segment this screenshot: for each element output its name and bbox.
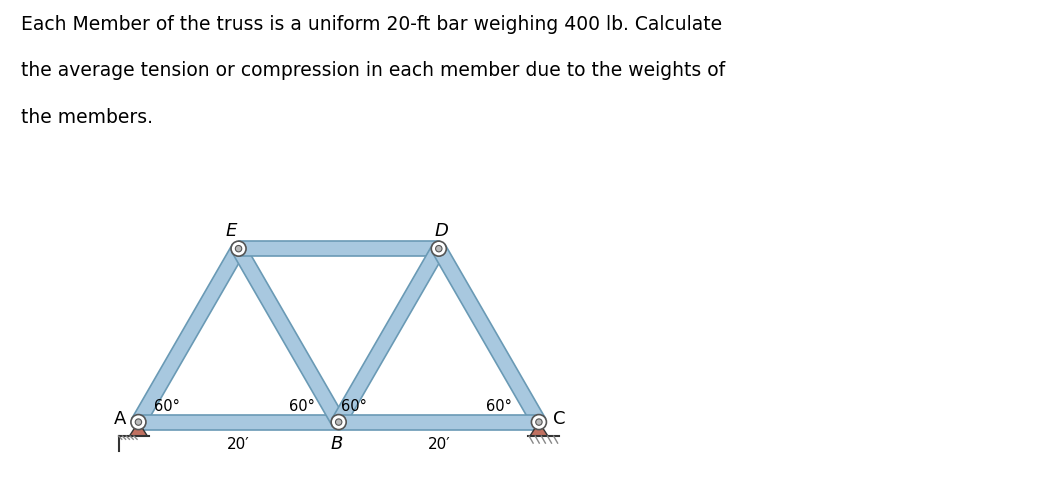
- Polygon shape: [132, 245, 245, 426]
- Circle shape: [331, 415, 346, 430]
- Circle shape: [235, 246, 242, 252]
- Text: D: D: [435, 222, 448, 240]
- Polygon shape: [232, 245, 345, 426]
- Text: 60°: 60°: [154, 399, 179, 414]
- Text: 60°: 60°: [341, 399, 367, 414]
- Circle shape: [131, 415, 146, 430]
- Circle shape: [532, 415, 546, 430]
- Polygon shape: [238, 241, 439, 256]
- Circle shape: [135, 419, 141, 425]
- Text: the members.: the members.: [21, 108, 153, 127]
- Circle shape: [231, 241, 246, 256]
- Circle shape: [536, 419, 542, 425]
- Text: 60°: 60°: [289, 399, 314, 414]
- Text: Each Member of the truss is a uniform 20-ft bar weighing 400 lb. Calculate: Each Member of the truss is a uniform 20…: [21, 15, 723, 34]
- Polygon shape: [130, 422, 148, 436]
- Text: A: A: [114, 410, 127, 428]
- Text: E: E: [226, 222, 237, 240]
- Text: 20′: 20′: [227, 436, 250, 452]
- Polygon shape: [138, 415, 339, 430]
- Polygon shape: [339, 415, 539, 430]
- Polygon shape: [332, 245, 445, 426]
- Text: 60°: 60°: [486, 399, 512, 414]
- Polygon shape: [530, 422, 548, 436]
- Text: 20′: 20′: [427, 436, 450, 452]
- Text: C: C: [553, 410, 565, 428]
- Text: the average tension or compression in each member due to the weights of: the average tension or compression in ea…: [21, 62, 725, 81]
- Circle shape: [431, 241, 446, 256]
- Text: B: B: [330, 435, 343, 453]
- Polygon shape: [433, 245, 545, 426]
- Circle shape: [335, 419, 342, 425]
- Circle shape: [436, 246, 442, 252]
